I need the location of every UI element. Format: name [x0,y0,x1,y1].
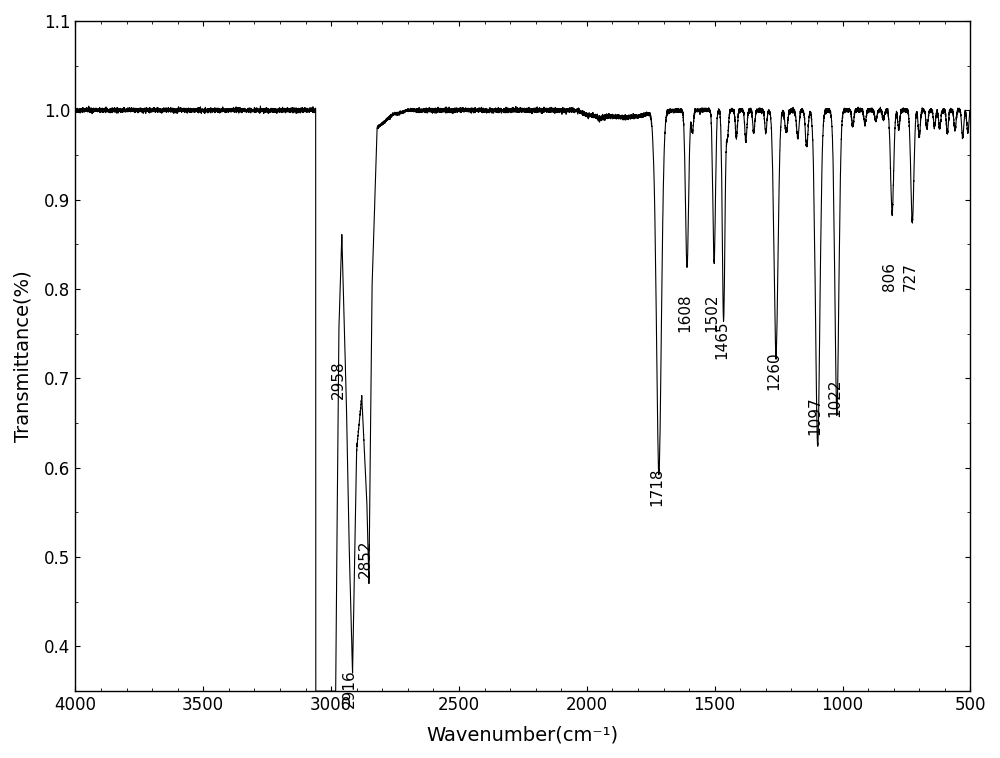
Text: 2852: 2852 [358,539,373,578]
Text: 1718: 1718 [649,468,664,506]
Text: 1022: 1022 [827,378,842,417]
Text: 727: 727 [902,262,917,291]
Text: 1465: 1465 [714,321,729,359]
Y-axis label: Transmittance(%): Transmittance(%) [14,270,33,442]
Text: 806: 806 [882,262,897,291]
Text: 1260: 1260 [766,352,781,390]
Text: 1502: 1502 [704,293,719,332]
Text: 1097: 1097 [808,396,823,435]
X-axis label: Wavenumber(cm⁻¹): Wavenumber(cm⁻¹) [427,725,619,744]
Text: 2916: 2916 [341,669,356,707]
Text: 1608: 1608 [677,293,692,332]
Text: 2958: 2958 [331,361,346,399]
